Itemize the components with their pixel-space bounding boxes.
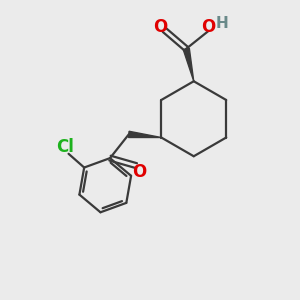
Text: O: O	[132, 163, 146, 181]
Polygon shape	[128, 131, 161, 137]
Text: O: O	[202, 19, 216, 37]
Polygon shape	[183, 48, 194, 81]
Text: O: O	[154, 18, 168, 36]
Text: Cl: Cl	[56, 138, 74, 156]
Text: H: H	[215, 16, 228, 31]
